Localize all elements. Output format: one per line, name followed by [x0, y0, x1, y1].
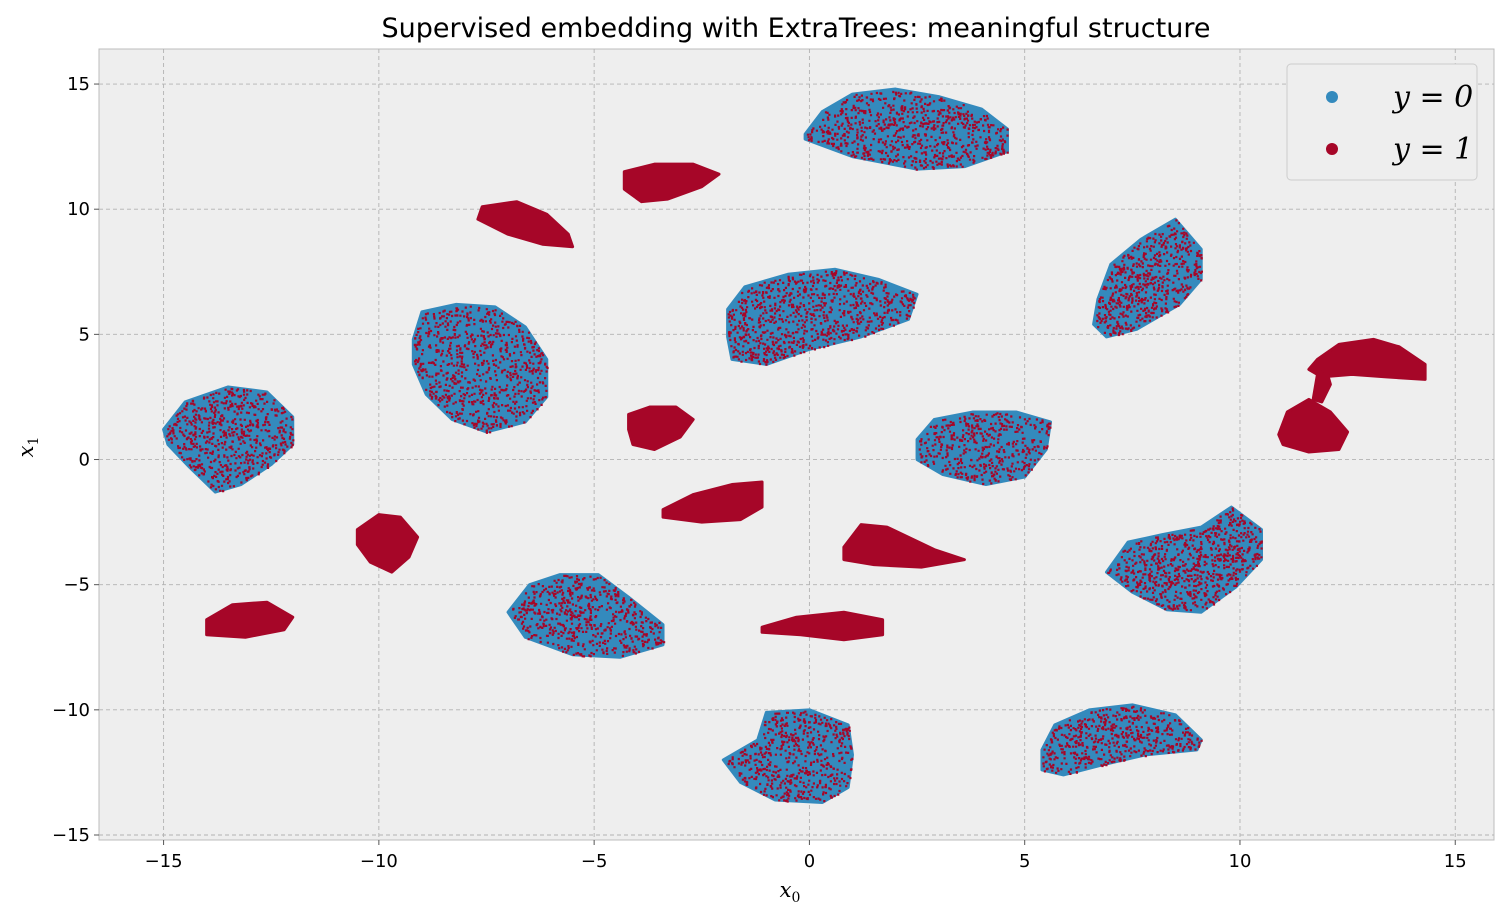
- chart-title: Supervised embedding with ExtraTrees: me…: [382, 13, 1211, 44]
- cluster-2: [411, 302, 549, 434]
- cluster-8: [721, 708, 854, 804]
- x-tick-label: −15: [145, 851, 183, 872]
- cluster-points-y1: [1096, 219, 1203, 337]
- cluster-0: [803, 87, 1009, 171]
- cluster-fill-y1: [1277, 397, 1350, 454]
- y-tick-label: 0: [79, 450, 90, 471]
- y-tick-label: 15: [67, 74, 90, 95]
- cluster-14: [355, 513, 420, 574]
- y-tick-label: −10: [52, 700, 90, 721]
- cluster-points-y1: [918, 412, 1052, 486]
- cluster-fill-y1: [661, 480, 764, 524]
- tick-labels: −15 −10 −5 0 5 10 15 −15 −10 −5 0 5 10 15: [52, 74, 1467, 872]
- x-tick-label: 10: [1229, 851, 1252, 872]
- cluster-fill-y1: [627, 405, 695, 452]
- y-axis-label: x1: [14, 437, 42, 458]
- cluster-4: [915, 410, 1053, 487]
- cluster-10: [622, 162, 721, 204]
- cluster-fill-y1: [622, 162, 721, 204]
- cluster-3: [162, 385, 295, 494]
- legend: y = 0 y = 1: [1286, 63, 1478, 181]
- y-tick-label: −15: [52, 825, 90, 846]
- cluster-fill-y1: [760, 610, 885, 642]
- cluster-points-y1: [512, 574, 666, 658]
- cluster-points-y1: [166, 387, 295, 493]
- y-tick-label: −5: [63, 575, 90, 596]
- cluster-6: [1105, 505, 1263, 614]
- cluster-points-y1: [413, 305, 549, 434]
- x-tick-label: −10: [360, 851, 398, 872]
- cluster-1: [726, 267, 919, 366]
- cluster-13: [661, 480, 764, 524]
- cluster-7: [506, 573, 666, 659]
- grid: [99, 49, 1494, 840]
- cluster-fill-y1: [355, 513, 420, 574]
- legend-label-y1: y = 1: [1391, 132, 1473, 167]
- cluster-points-y1: [806, 90, 1009, 171]
- plot-area: [98, 48, 1495, 841]
- x-tick-label: −5: [581, 851, 608, 872]
- cluster-fill-y1: [1311, 367, 1332, 404]
- x-tick-label: 15: [1444, 851, 1467, 872]
- cluster-9: [1040, 703, 1203, 777]
- cluster-fill-y0: [726, 267, 919, 366]
- legend-label-y0: y = 0: [1391, 80, 1473, 115]
- x-axis-label: x0: [780, 878, 801, 906]
- y-tick-label: 10: [67, 199, 90, 220]
- cluster-points-y1: [1042, 705, 1203, 775]
- cluster-17: [760, 610, 885, 642]
- cluster-16: [842, 523, 966, 569]
- data-points: [162, 87, 1427, 804]
- cluster-points-y1: [727, 710, 854, 803]
- cluster-12: [627, 405, 695, 452]
- y-tick-label: 5: [79, 324, 90, 345]
- cluster-11: [476, 200, 575, 249]
- cluster-fill-y0: [162, 385, 295, 494]
- legend-marker-y1: [1326, 143, 1338, 155]
- cluster-15: [205, 600, 295, 639]
- cluster-points-y1: [727, 270, 916, 366]
- x-tick-label: 0: [804, 851, 815, 872]
- cluster-20: [1311, 367, 1332, 404]
- cluster-fill-y1: [842, 523, 966, 569]
- cluster-points-y1: [1107, 507, 1263, 612]
- cluster-5: [1092, 217, 1203, 339]
- cluster-fill-y1: [205, 600, 295, 639]
- x-tick-label: 5: [1019, 851, 1030, 872]
- cluster-19: [1277, 397, 1350, 454]
- cluster-fill-y1: [476, 200, 575, 249]
- legend-marker-y0: [1326, 91, 1338, 103]
